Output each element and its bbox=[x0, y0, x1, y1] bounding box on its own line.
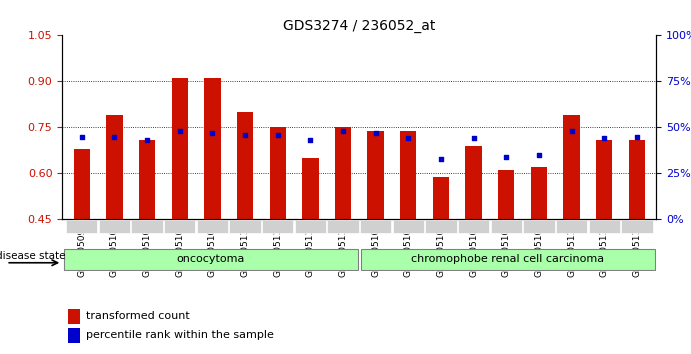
Text: transformed count: transformed count bbox=[86, 311, 190, 321]
FancyBboxPatch shape bbox=[229, 221, 261, 233]
Bar bbox=[531, 167, 547, 219]
Bar bbox=[171, 78, 188, 219]
Point bbox=[566, 128, 577, 134]
Point bbox=[598, 136, 609, 141]
Bar bbox=[563, 115, 580, 219]
Bar bbox=[237, 112, 253, 219]
Point bbox=[76, 134, 87, 139]
Text: percentile rank within the sample: percentile rank within the sample bbox=[86, 330, 274, 341]
Bar bbox=[466, 146, 482, 219]
Point bbox=[174, 128, 185, 134]
FancyBboxPatch shape bbox=[328, 221, 359, 233]
Point bbox=[109, 134, 120, 139]
FancyBboxPatch shape bbox=[131, 221, 163, 233]
FancyBboxPatch shape bbox=[556, 221, 587, 233]
Point bbox=[501, 154, 512, 160]
Point bbox=[240, 132, 251, 138]
Point bbox=[207, 130, 218, 136]
Bar bbox=[433, 177, 449, 219]
Point bbox=[533, 152, 545, 158]
Bar bbox=[335, 127, 351, 219]
FancyBboxPatch shape bbox=[64, 249, 358, 270]
Point bbox=[632, 134, 643, 139]
Bar bbox=[629, 140, 645, 219]
Bar bbox=[68, 328, 80, 343]
FancyBboxPatch shape bbox=[66, 221, 97, 233]
FancyBboxPatch shape bbox=[197, 221, 228, 233]
Point bbox=[337, 128, 348, 134]
FancyBboxPatch shape bbox=[99, 221, 130, 233]
Bar bbox=[74, 149, 90, 219]
Point bbox=[403, 136, 414, 141]
Point bbox=[272, 132, 283, 138]
Bar bbox=[205, 78, 220, 219]
FancyBboxPatch shape bbox=[392, 221, 424, 233]
Text: oncocytoma: oncocytoma bbox=[177, 254, 245, 264]
Point bbox=[468, 136, 479, 141]
FancyBboxPatch shape bbox=[458, 221, 489, 233]
Bar bbox=[498, 170, 514, 219]
Point bbox=[370, 130, 381, 136]
Point bbox=[142, 137, 153, 143]
Bar bbox=[302, 158, 319, 219]
FancyBboxPatch shape bbox=[491, 221, 522, 233]
Bar bbox=[368, 131, 384, 219]
Text: chromophobe renal cell carcinoma: chromophobe renal cell carcinoma bbox=[411, 254, 605, 264]
Point bbox=[435, 156, 446, 161]
FancyBboxPatch shape bbox=[361, 249, 655, 270]
FancyBboxPatch shape bbox=[589, 221, 620, 233]
FancyBboxPatch shape bbox=[621, 221, 652, 233]
FancyBboxPatch shape bbox=[294, 221, 326, 233]
Bar bbox=[400, 131, 417, 219]
FancyBboxPatch shape bbox=[425, 221, 457, 233]
FancyBboxPatch shape bbox=[164, 221, 196, 233]
FancyBboxPatch shape bbox=[360, 221, 391, 233]
Point bbox=[305, 137, 316, 143]
FancyBboxPatch shape bbox=[262, 221, 294, 233]
FancyBboxPatch shape bbox=[523, 221, 555, 233]
Text: disease state: disease state bbox=[0, 251, 66, 261]
Bar bbox=[269, 127, 286, 219]
Bar bbox=[68, 309, 80, 324]
Bar bbox=[139, 140, 155, 219]
Bar bbox=[106, 115, 122, 219]
Title: GDS3274 / 236052_at: GDS3274 / 236052_at bbox=[283, 19, 435, 33]
Bar bbox=[596, 140, 612, 219]
